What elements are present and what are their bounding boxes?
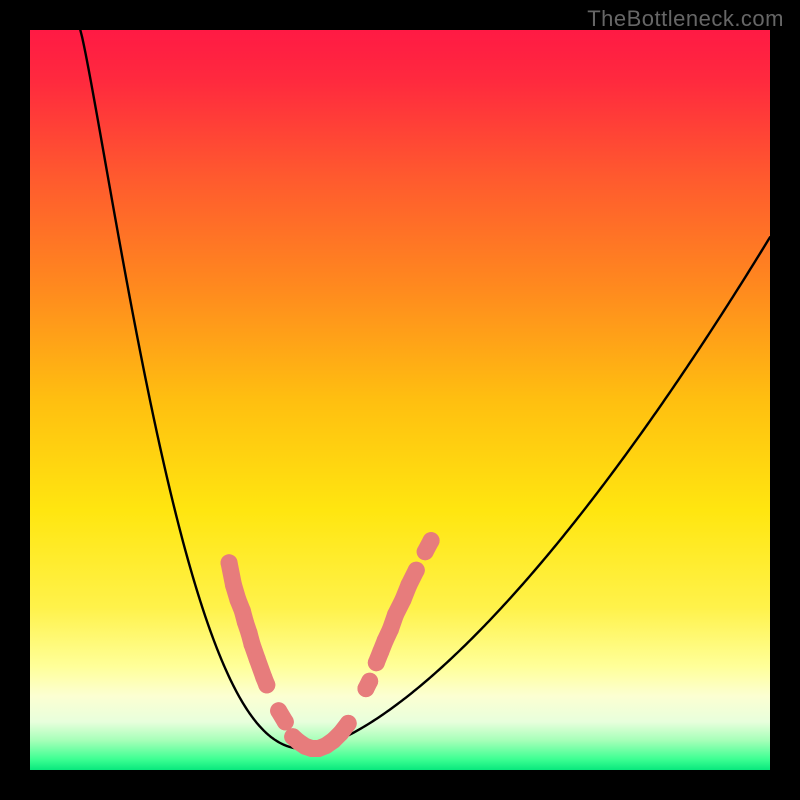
highlight-dot [244, 636, 261, 653]
highlight-dot [387, 606, 404, 623]
highlight-dot [382, 621, 399, 638]
highlight-dot [400, 577, 417, 594]
highlight-dot [249, 651, 266, 668]
highlight-dot [408, 562, 425, 579]
highlight-dots [221, 532, 440, 757]
bottleneck-curve [80, 30, 770, 749]
highlight-dot [340, 715, 357, 732]
highlight-dot [277, 713, 294, 730]
curve-layer [30, 30, 770, 770]
plot-area [30, 30, 770, 770]
chart-stage: TheBottleneck.com [0, 0, 800, 800]
highlight-dot [225, 577, 242, 594]
watermark-text: TheBottleneck.com [587, 6, 784, 32]
highlight-dot [258, 676, 275, 693]
highlight-dot [361, 673, 378, 690]
highlight-dot [423, 532, 440, 549]
highlight-dot [394, 591, 411, 608]
highlight-dot [221, 554, 238, 571]
